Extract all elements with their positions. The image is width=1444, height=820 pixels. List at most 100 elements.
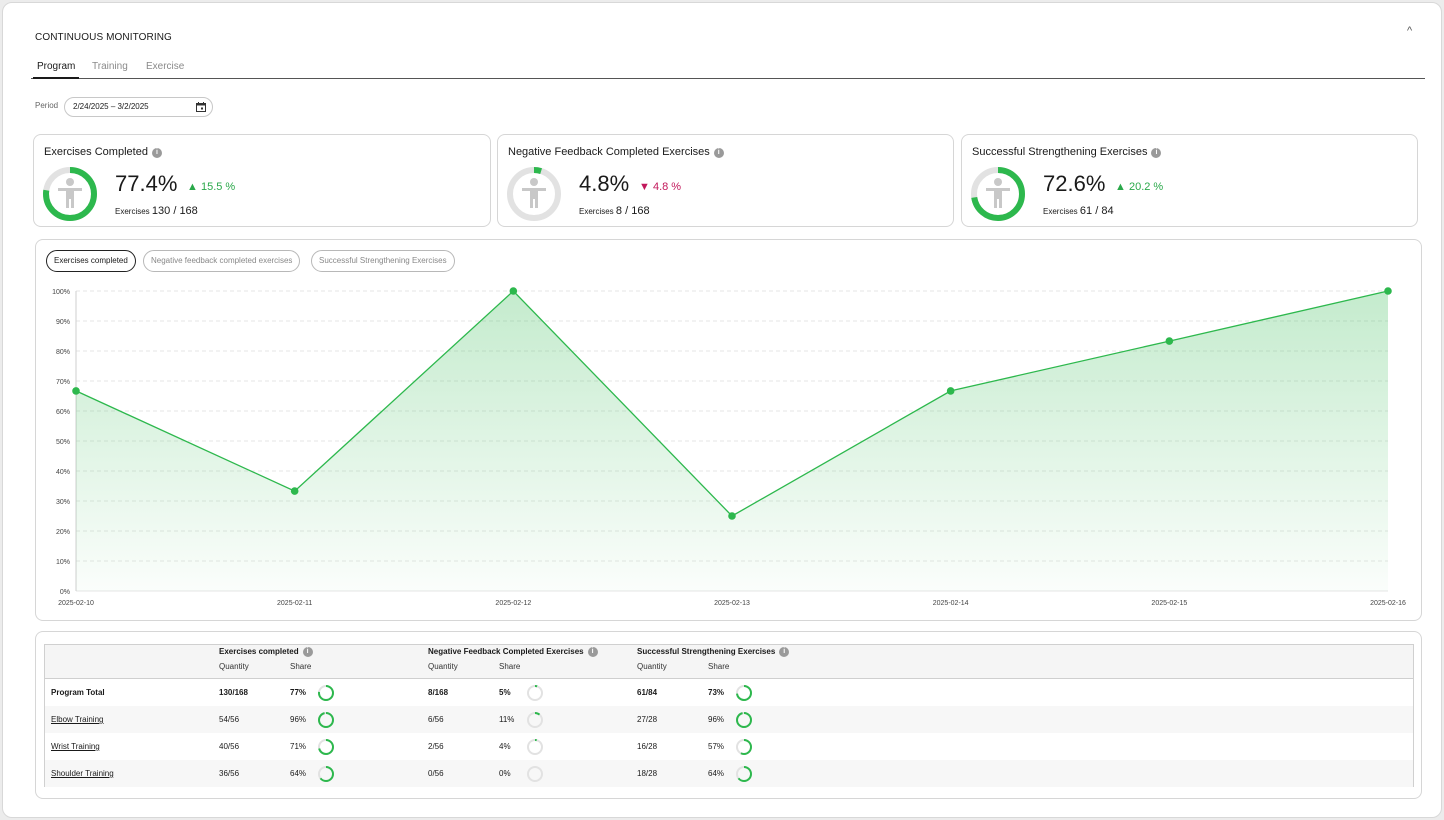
data-point[interactable] <box>290 487 299 495</box>
period-date-range-input[interactable]: 2/24/2025 – 3/2/2025 <box>64 97 213 117</box>
x-tick-label: 2025-02-14 <box>933 600 969 607</box>
share-cell: 96% <box>708 715 725 724</box>
tab-exercise[interactable]: Exercise <box>146 61 185 72</box>
quantity-cell: 40/56 <box>219 742 240 751</box>
share-ring-icon <box>318 685 334 701</box>
share-ring-icon <box>736 685 752 701</box>
share-cell: 77% <box>290 688 307 697</box>
quantity-cell: 36/56 <box>219 769 240 778</box>
info-icon[interactable]: i <box>1151 148 1162 158</box>
progress-ring <box>43 167 97 221</box>
kpi-title: Negative Feedback Completed Exercises i <box>508 146 724 158</box>
x-tick-label: 2025-02-15 <box>1151 600 1187 607</box>
share-ring <box>527 712 543 728</box>
y-tick-label: 20% <box>56 529 70 536</box>
kpi-title: Successful Strengthening Exercises i <box>972 146 1162 158</box>
y-tick-label: 40% <box>56 469 70 476</box>
info-icon[interactable]: i <box>587 647 598 657</box>
y-tick-label: 90% <box>56 319 70 326</box>
period-label: Period <box>35 101 59 110</box>
share-ring-icon <box>527 712 543 728</box>
data-point[interactable] <box>1384 287 1392 295</box>
data-point[interactable] <box>1165 337 1174 345</box>
toggle-successful-strengthening[interactable]: Successful Strengthening Exercises <box>311 250 455 272</box>
info-icon[interactable]: i <box>713 148 724 158</box>
share-ring <box>527 766 543 782</box>
share-ring <box>736 712 752 728</box>
info-icon[interactable]: i <box>779 647 790 657</box>
th-quantity: Quantity <box>219 662 249 671</box>
share-cell: 57% <box>708 742 725 751</box>
kpi-subtext: Exercises 61 / 84 <box>1043 205 1114 217</box>
kpi-value: 77.4% <box>115 171 178 196</box>
share-cell: 64% <box>708 769 725 778</box>
th-share: Share <box>499 662 521 671</box>
share-ring <box>736 685 752 701</box>
data-point[interactable] <box>72 387 80 395</box>
share-cell: 96% <box>290 715 307 724</box>
tab-program[interactable]: Program <box>33 61 80 79</box>
arrow-up-icon: ▲ <box>1115 181 1126 193</box>
share-cell: 0% <box>499 769 511 778</box>
share-ring-icon <box>527 766 543 782</box>
progress-ring-icon <box>971 167 1025 221</box>
th-negative-feedback: Negative Feedback Completed Exercises i <box>428 647 598 657</box>
data-point[interactable] <box>509 287 518 295</box>
kpi-delta: ▲ 15.5 % <box>187 181 236 193</box>
kpi-card: Exercises Completed i 77.4% ▲ 15.5 % Exercis… <box>33 134 491 227</box>
kpi-delta: ▼ 4.8 % <box>639 181 682 193</box>
x-tick-label: 2025-02-11 <box>277 600 312 607</box>
row-name[interactable]: Elbow Training <box>51 715 104 724</box>
kpi-value: 4.8% <box>579 171 630 196</box>
share-ring-icon <box>736 712 752 728</box>
collapse-icon[interactable]: ^ <box>1407 25 1413 37</box>
share-ring-icon <box>736 739 752 755</box>
calendar-icon[interactable] <box>196 102 206 112</box>
x-tick-label: 2025-02-13 <box>714 600 750 607</box>
share-cell: 11% <box>499 715 515 724</box>
table-row: Wrist Training 40/56 71% 2/56 4% 16/28 57% <box>45 733 1413 760</box>
kpi-card: Negative Feedback Completed Exercises i 4.… <box>497 134 954 227</box>
arrow-down-icon: ▼ <box>639 181 650 193</box>
kpi-delta: ▲ 20.2 % <box>1115 181 1164 193</box>
progress-ring <box>971 167 1025 221</box>
trend-chart-card: Exercises completed Negative feedback co… <box>35 239 1422 621</box>
quantity-cell: 27/28 <box>637 715 658 724</box>
info-icon[interactable]: i <box>302 647 313 657</box>
share-cell: 71% <box>290 742 307 751</box>
x-tick-label: 2025-02-12 <box>495 600 531 607</box>
share-ring <box>736 766 752 782</box>
y-tick-label: 70% <box>56 379 70 386</box>
share-ring <box>318 712 334 728</box>
x-tick-label: 2025-02-10 <box>58 600 94 607</box>
progress-ring-icon <box>507 167 561 221</box>
share-ring-icon <box>527 739 543 755</box>
quantity-cell: 61/84 <box>637 688 658 697</box>
quantity-cell: 6/56 <box>428 715 444 724</box>
person-icon <box>522 178 546 208</box>
toggle-exercises-completed[interactable]: Exercises completed <box>46 250 136 272</box>
y-tick-label: 100% <box>52 289 70 296</box>
quantity-cell: 0/56 <box>428 769 444 778</box>
th-successful-strengthening: Successful Strengthening Exercises i <box>637 647 790 657</box>
person-icon <box>58 178 82 208</box>
tab-training[interactable]: Training <box>92 61 128 72</box>
arrow-up-icon: ▲ <box>187 181 198 193</box>
share-cell: 73% <box>708 688 725 697</box>
row-name[interactable]: Shoulder Training <box>51 769 114 778</box>
period-value: 2/24/2025 – 3/2/2025 <box>73 102 149 111</box>
table-row: Shoulder Training 36/56 64% 0/56 0% 18/28 64% <box>45 760 1413 787</box>
info-icon[interactable]: i <box>151 148 162 158</box>
data-point[interactable] <box>946 387 955 395</box>
th-share: Share <box>708 662 730 671</box>
share-ring <box>318 685 334 701</box>
progress-ring-icon <box>43 167 97 221</box>
data-point[interactable] <box>728 512 736 520</box>
th-share: Share <box>290 662 312 671</box>
share-ring <box>318 766 334 782</box>
toggle-negative-feedback[interactable]: Negative feedback completed exercises <box>143 250 301 272</box>
y-tick-label: 80% <box>56 349 70 356</box>
share-ring <box>318 739 334 755</box>
row-name[interactable]: Wrist Training <box>51 742 100 751</box>
summary-table: Exercises completed i Negative Feedback C… <box>44 644 1414 787</box>
